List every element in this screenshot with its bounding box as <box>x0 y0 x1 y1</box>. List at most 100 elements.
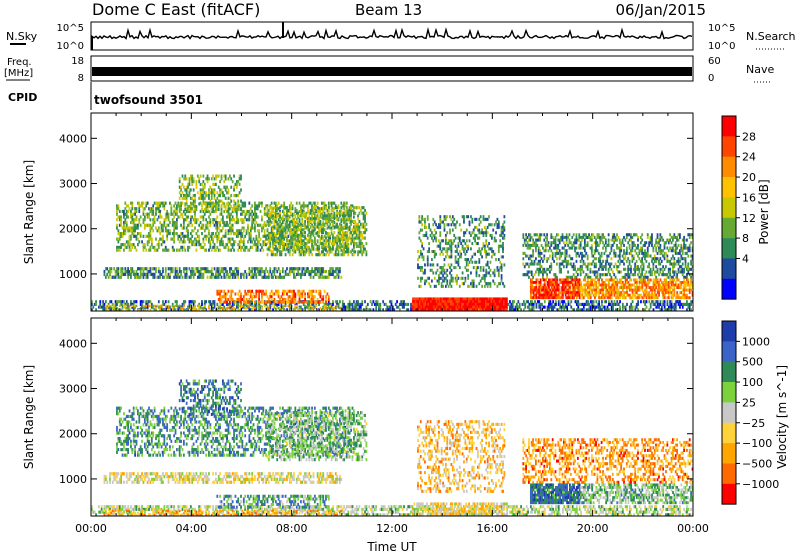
heatmap-cell <box>233 272 235 277</box>
heatmap-cell <box>497 258 500 262</box>
heatmap-cell <box>237 204 240 208</box>
heatmap-cell <box>444 271 447 275</box>
heatmap-cell <box>554 238 557 242</box>
heatmap-cell <box>273 222 276 226</box>
heatmap-cell <box>171 267 174 271</box>
heatmap-cell <box>295 231 298 236</box>
heatmap-cell <box>294 243 297 247</box>
heatmap-cell <box>327 206 330 210</box>
heatmap-cell <box>195 231 198 236</box>
heatmap-cell <box>254 218 256 222</box>
heatmap-cell <box>195 218 198 222</box>
heatmap-cell <box>587 302 589 306</box>
heatmap-cell <box>274 201 277 205</box>
heatmap-cell <box>313 239 316 243</box>
heatmap-cell <box>309 250 312 254</box>
heatmap-cell <box>680 302 683 306</box>
heatmap-cell <box>123 229 125 233</box>
heatmap-cell <box>535 305 538 309</box>
heatmap-cell <box>291 212 294 216</box>
heatmap-cell <box>575 275 578 279</box>
heatmap-cell <box>530 270 533 274</box>
heatmap-cell <box>679 302 681 306</box>
heatmap-cell <box>451 241 454 246</box>
heatmap-cell <box>210 201 213 205</box>
heatmap-cell <box>148 248 150 252</box>
heatmap-cell <box>337 253 340 257</box>
heatmap-cell <box>307 220 309 225</box>
heatmap-cell <box>184 248 187 252</box>
heatmap-cell <box>312 247 315 251</box>
heatmap-cell <box>130 220 132 225</box>
heatmap-cell <box>251 272 254 277</box>
heatmap-cell <box>281 230 284 235</box>
heatmap-cell <box>301 308 304 312</box>
heatmap-cell <box>625 251 628 255</box>
heatmap-cell <box>472 284 475 288</box>
heatmap-cell <box>635 305 638 309</box>
heatmap-cell <box>256 204 259 208</box>
heatmap-cell <box>152 275 155 279</box>
heatmap-cell <box>426 260 429 264</box>
heatmap-cell <box>201 204 203 208</box>
heatmap-cell <box>681 302 684 306</box>
heatmap-cell <box>562 302 564 306</box>
heatmap-cell <box>417 249 419 254</box>
heatmap-cell <box>316 267 319 271</box>
heatmap-cell <box>185 215 188 219</box>
heatmap-cell <box>178 308 181 312</box>
heatmap-cell <box>502 255 504 259</box>
heatmap-cell <box>251 240 254 244</box>
heatmap-cell <box>139 215 142 219</box>
heatmap-cell <box>435 223 437 227</box>
heatmap-cell <box>294 222 297 226</box>
heatmap-cell <box>492 228 495 232</box>
heatmap-cell <box>539 259 542 263</box>
heatmap-cell <box>400 300 403 304</box>
heatmap-cell <box>255 212 258 216</box>
heatmap-cell <box>254 201 256 205</box>
heatmap-cell <box>116 272 118 277</box>
heatmap-cell <box>461 244 464 248</box>
heatmap-cell <box>322 245 325 249</box>
heatmap-cell <box>311 214 313 218</box>
heatmap-cell <box>191 243 194 247</box>
heatmap-cell <box>550 302 553 306</box>
heatmap-cell <box>99 302 102 306</box>
heatmap-cell <box>258 240 261 244</box>
heatmap-cell <box>132 223 135 227</box>
heatmap-cell <box>164 267 167 271</box>
heatmap-cell <box>350 308 352 312</box>
cpid-panel: CPID twofsound 3501 <box>8 82 203 110</box>
heatmap-cell <box>595 265 597 269</box>
heatmap-cell <box>290 239 293 243</box>
heatmap-cell <box>279 209 281 214</box>
heatmap-cell <box>117 215 120 219</box>
heatmap-cell <box>254 209 256 214</box>
heatmap-cell <box>102 300 104 304</box>
heatmap-cell <box>346 242 348 246</box>
heatmap-cell <box>121 226 124 230</box>
heatmap-cell <box>674 302 677 306</box>
heatmap-cell <box>302 234 305 238</box>
heatmap-cell <box>436 263 439 267</box>
heatmap-cell <box>673 302 676 306</box>
heatmap-cell <box>171 269 174 274</box>
heatmap-cell <box>595 257 597 261</box>
heatmap-cell <box>597 243 600 247</box>
heatmap-cell <box>332 272 334 277</box>
heatmap-cell <box>127 215 130 219</box>
heatmap-cell <box>496 217 499 221</box>
heatmap-cell <box>624 238 627 242</box>
heatmap-cell <box>231 272 234 277</box>
heatmap-cell <box>261 218 263 222</box>
heatmap-cell <box>302 211 305 215</box>
heatmap-cell <box>295 201 298 205</box>
heatmap-cell <box>301 245 304 249</box>
heatmap-cell <box>309 248 312 252</box>
heatmap-cell <box>586 243 589 247</box>
heatmap-cell <box>313 305 316 309</box>
heatmap-cell <box>242 204 245 208</box>
heatmap-cell <box>334 250 337 254</box>
heatmap-cell <box>531 302 534 306</box>
